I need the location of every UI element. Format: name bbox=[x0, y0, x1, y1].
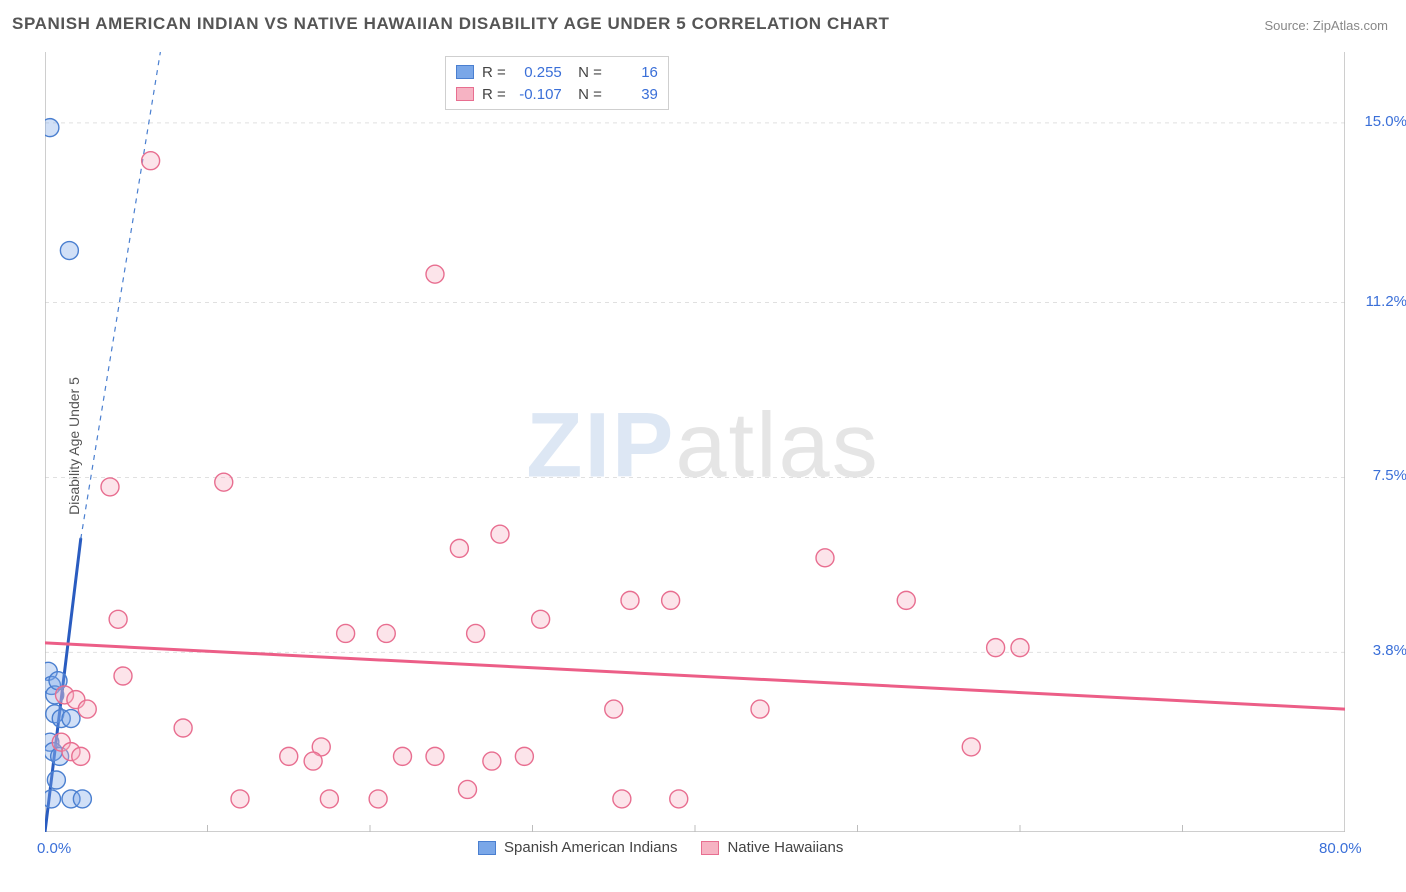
x-axis-min-label: 0.0% bbox=[37, 840, 71, 857]
stats-row: R = -0.107 N = 39 bbox=[456, 83, 658, 105]
source-attribution: Source: ZipAtlas.com bbox=[1264, 18, 1388, 33]
legend-swatch bbox=[456, 65, 474, 79]
y-grid-label: 7.5% bbox=[1355, 467, 1406, 484]
stat-n-label: N = bbox=[570, 64, 602, 81]
stats-row: R = 0.255 N = 16 bbox=[456, 61, 658, 83]
y-grid-label: 3.8% bbox=[1355, 642, 1406, 659]
y-grid-label: 15.0% bbox=[1355, 113, 1406, 130]
legend-swatch bbox=[456, 87, 474, 101]
stat-r-value: -0.107 bbox=[514, 86, 562, 103]
legend-item: Native Hawaiians bbox=[701, 839, 843, 856]
plot-area bbox=[45, 52, 1345, 832]
legend-swatch bbox=[701, 841, 719, 855]
y-grid-label: 11.2% bbox=[1355, 293, 1406, 310]
stat-n-label: N = bbox=[570, 86, 602, 103]
legend-item: Spanish American Indians bbox=[478, 839, 677, 856]
legend-label: Spanish American Indians bbox=[504, 839, 677, 856]
legend-label: Native Hawaiians bbox=[727, 839, 843, 856]
x-axis-max-label: 80.0% bbox=[1319, 840, 1362, 857]
stat-r-label: R = bbox=[482, 64, 506, 81]
chart-container: SPANISH AMERICAN INDIAN VS NATIVE HAWAII… bbox=[0, 0, 1406, 892]
series-legend: Spanish American Indians Native Hawaiians bbox=[478, 839, 843, 856]
correlation-stats-box: R = 0.255 N = 16 R = -0.107 N = 39 bbox=[445, 56, 669, 110]
chart-title: SPANISH AMERICAN INDIAN VS NATIVE HAWAII… bbox=[12, 14, 890, 34]
scatter-plot-svg bbox=[45, 52, 1345, 832]
stat-r-label: R = bbox=[482, 86, 506, 103]
legend-swatch bbox=[478, 841, 496, 855]
stat-n-value: 39 bbox=[610, 86, 658, 103]
stat-r-value: 0.255 bbox=[514, 64, 562, 81]
stat-n-value: 16 bbox=[610, 64, 658, 81]
